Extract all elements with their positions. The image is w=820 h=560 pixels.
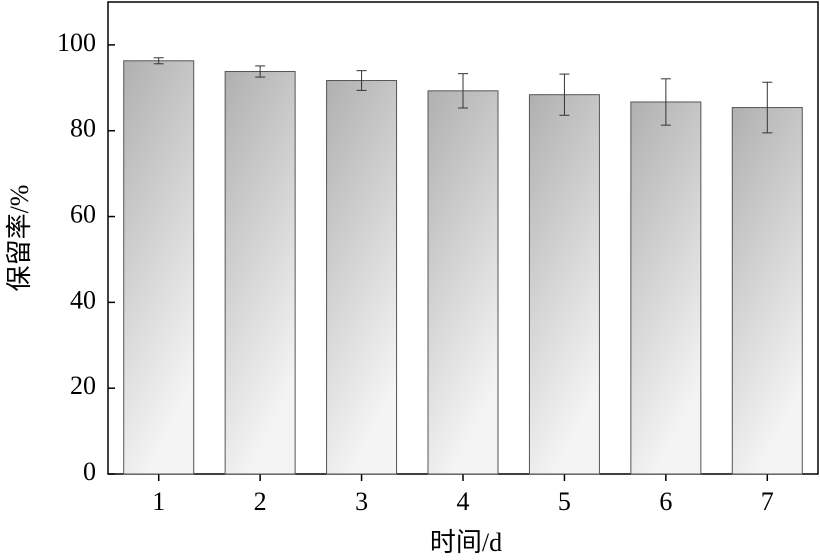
error-bar [255, 65, 266, 78]
y-axis-label: 保留率/% [5, 185, 34, 292]
error-bar [153, 57, 164, 65]
x-tick-label: 3 [355, 487, 368, 516]
y-tick-label: 20 [70, 371, 96, 400]
bar [224, 71, 296, 475]
x-tick-label: 6 [659, 487, 672, 516]
y-tick-label: 40 [70, 285, 96, 314]
x-tick-label: 4 [457, 487, 470, 516]
error-bar [762, 81, 773, 134]
error-bar [458, 73, 468, 109]
bar [528, 94, 600, 475]
y-tick-label: 80 [70, 114, 96, 143]
error-bar [356, 70, 367, 91]
y-tick-label: 60 [70, 200, 96, 229]
bar [427, 90, 499, 475]
bar [123, 60, 195, 475]
x-tick-label: 7 [761, 487, 774, 516]
y-tick-label: 0 [83, 457, 96, 486]
error-bar [660, 78, 671, 126]
x-tick-label: 2 [254, 487, 267, 516]
bar [326, 80, 398, 475]
x-axis-label: 时间/d [430, 528, 502, 557]
bar [630, 101, 702, 475]
y-tick-label: 100 [57, 28, 96, 57]
x-tick-label: 5 [558, 487, 571, 516]
error-bar [559, 73, 570, 116]
x-tick-label: 1 [152, 487, 165, 516]
bar [731, 107, 803, 475]
